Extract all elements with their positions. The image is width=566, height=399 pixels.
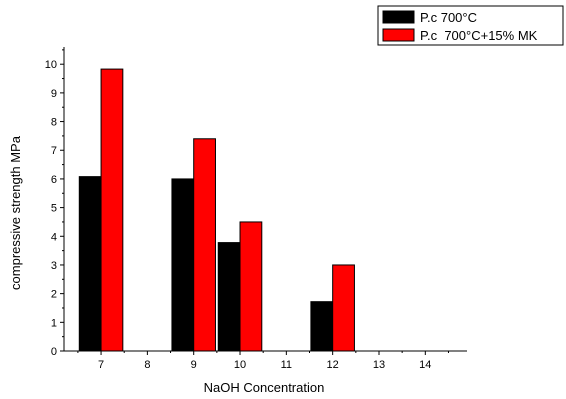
y-axis: 0 1 2 3 4 5 6 7 8 9 10 [45,47,65,358]
legend-label: P.c 700°C+15% MK [420,28,538,43]
legend-swatch [382,10,415,24]
y-axis-label: compressive strength MPa [8,135,23,290]
bar-series-1-x-9 [193,138,216,352]
y-tick-label: 8 [51,117,57,129]
y-tick-label: 4 [51,231,57,243]
y-tick-label: 0 [51,346,57,358]
x-axis-label: NaOH Concentration [204,380,325,395]
bar-series-0-x-10 [217,242,241,352]
y-tick-label: 10 [45,59,57,71]
bar-series-1-x-10 [239,221,263,352]
bar-series-1-x-12 [332,264,355,352]
y-tick-label: 7 [51,145,57,157]
legend-swatch [382,28,415,42]
x-tick-label: 8 [144,359,150,371]
legend-label: P.c 700°C [420,10,477,25]
y-tick-label: 9 [51,88,57,100]
bar-series-1-x-7 [100,68,124,352]
bar-series-0-x-7 [78,176,102,352]
y-tick-label: 6 [51,174,57,186]
x-tick-label: 7 [98,359,104,371]
x-tick-label: 9 [191,359,197,371]
bar-series-0-x-12 [310,301,334,352]
y-tick-label: 3 [51,260,57,272]
legend: P.c 700°C P.c 700°C+15% MK [377,5,564,46]
y-tick-label: 5 [51,203,57,215]
x-tick-label: 10 [234,359,246,371]
x-tick-label: 11 [281,359,292,371]
bars [78,68,355,352]
bar-series-0-x-9 [171,178,195,352]
x-axis: 7 8 9 10 11 12 13 14 [64,350,467,371]
y-tick-label: 1 [51,317,57,329]
x-tick-label: 14 [419,359,431,371]
y-tick-label: 2 [51,289,57,301]
x-tick-label: 13 [373,359,385,371]
x-tick-label: 12 [327,359,339,371]
